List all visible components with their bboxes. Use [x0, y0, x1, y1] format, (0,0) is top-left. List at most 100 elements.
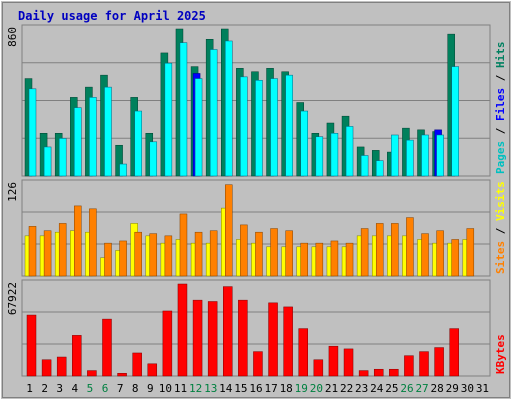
x-tick-label: 1	[26, 382, 33, 395]
kbytes-bar	[343, 348, 354, 377]
sites-bar	[436, 230, 444, 277]
sites-bar	[375, 223, 384, 277]
sites-bar	[134, 231, 142, 277]
pages-bar	[209, 49, 218, 177]
x-tick-label: 9	[147, 382, 154, 395]
x-tick-label: 11	[174, 382, 187, 395]
pages-bar	[240, 76, 248, 177]
legend-2: Sites / Visits	[494, 181, 507, 274]
x-tick-label: 15	[234, 382, 247, 395]
kbytes-bar	[253, 351, 263, 377]
sites-bar	[345, 242, 354, 277]
x-tick-label: 29	[446, 382, 459, 395]
kbytes-bar	[298, 328, 308, 377]
pages-bar	[270, 78, 278, 177]
chart-title: Daily usage for April 2025	[18, 9, 206, 23]
y-max-label-1: 860	[6, 27, 19, 47]
kbytes-bar	[238, 299, 248, 377]
kbytes-bar	[223, 286, 233, 377]
sites-bar	[360, 228, 369, 277]
hits-bar	[115, 144, 123, 177]
pages-bar	[330, 133, 339, 177]
kbytes-bar	[56, 356, 67, 377]
x-tick-label: 14	[219, 382, 233, 395]
legend-3: KBytes	[494, 334, 507, 374]
legend-entry: Sites	[494, 241, 507, 274]
kbytes-bar	[404, 355, 414, 377]
pages-bar	[179, 42, 188, 177]
x-tick-label: 16	[249, 382, 262, 395]
sites-bar	[270, 228, 278, 277]
kbytes-bar	[373, 368, 384, 377]
kbytes-bar	[26, 314, 37, 377]
pages-bar	[315, 136, 324, 177]
sites-bar	[194, 231, 203, 277]
kbytes-bar	[72, 335, 82, 377]
x-tick-label: 31	[476, 382, 489, 395]
kbytes-bar	[102, 318, 112, 377]
pages-bar	[285, 74, 293, 177]
kbytes-bar	[389, 368, 399, 377]
sites-bar	[466, 228, 475, 277]
sites-bar	[164, 235, 173, 277]
sites-bar	[104, 242, 112, 277]
sites-bar	[300, 242, 308, 277]
sites-bar	[391, 223, 399, 277]
kbytes-bar	[434, 347, 444, 377]
pages-bar	[164, 62, 173, 177]
pages-bar	[391, 134, 399, 177]
x-tick-label: 22	[340, 382, 353, 395]
x-tick-label: 18	[280, 382, 293, 395]
y-max-label-3: 67922	[6, 282, 19, 315]
x-tick-label: 4	[72, 382, 79, 395]
kbytes-bar	[313, 359, 324, 377]
y-max-label-2: 126	[6, 182, 19, 202]
kbytes-bar	[177, 283, 188, 377]
x-tick-label: 8	[132, 382, 139, 395]
kbytes-bar	[328, 345, 339, 377]
sites-bar	[74, 205, 82, 277]
sites-bar	[421, 233, 429, 277]
sites-bar	[240, 224, 248, 277]
legend-entry: KBytes	[494, 334, 507, 374]
legend-entry: Files	[494, 88, 507, 121]
x-tick-label: 25	[385, 382, 398, 395]
pages-bar	[436, 134, 444, 177]
x-tick-label: 24	[370, 382, 384, 395]
x-tick-label: 13	[204, 382, 217, 395]
pages-bar	[119, 163, 127, 177]
sites-bar	[315, 242, 324, 277]
kbytes-bar	[162, 310, 173, 377]
sites-bar	[285, 230, 293, 277]
kbytes-bar	[147, 363, 158, 377]
kbytes-bar	[132, 352, 142, 377]
x-tick-label: 28	[431, 382, 444, 395]
x-tick-label: 3	[56, 382, 63, 395]
pages-bar	[104, 86, 112, 177]
pages-bar	[43, 146, 52, 177]
x-tick-label: 19	[295, 382, 308, 395]
pages-bar	[28, 88, 37, 177]
x-tick-label: 20	[310, 382, 323, 395]
sites-bar	[149, 233, 158, 277]
kbytes-bar	[87, 370, 97, 377]
kbytes-bar	[207, 301, 218, 377]
pages-bar	[375, 160, 384, 177]
kbytes-bar	[358, 370, 369, 377]
sites-bar	[43, 230, 52, 277]
pages-bar	[134, 110, 142, 177]
x-tick-label: 21	[325, 382, 338, 395]
kbytes-bar	[268, 302, 278, 377]
kbytes-bar	[419, 351, 429, 377]
x-tick-label: 12	[189, 382, 202, 395]
pages-bar	[149, 141, 158, 177]
x-tick-label: 26	[400, 382, 413, 395]
x-tick-label: 17	[264, 382, 277, 395]
pages-bar	[345, 126, 354, 177]
pages-bar	[451, 66, 459, 177]
pages-bar	[406, 139, 414, 177]
x-tick-label: 7	[117, 382, 124, 395]
